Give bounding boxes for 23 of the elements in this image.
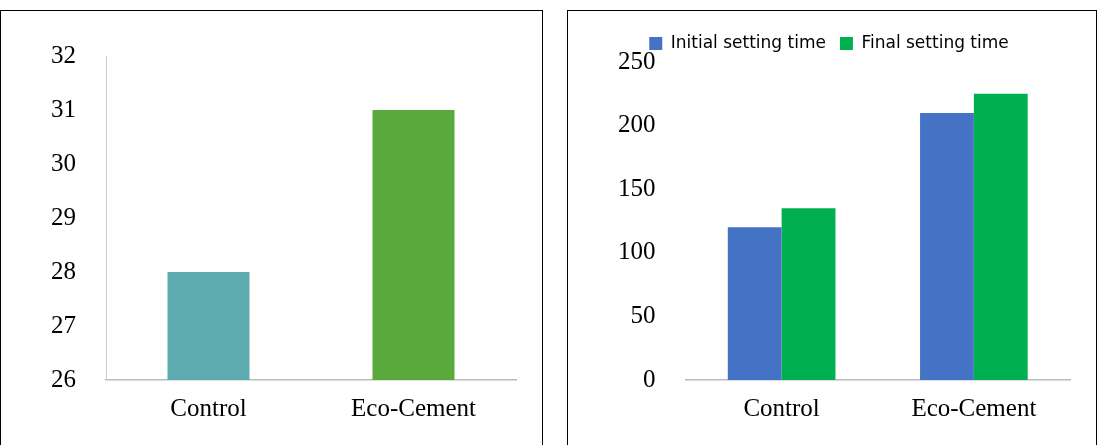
- y-tick-label: 50: [630, 300, 656, 328]
- bar: [727, 227, 782, 380]
- y-tick-label: 26: [51, 364, 76, 392]
- legend-label: Final setting time: [861, 31, 1009, 52]
- bar: [920, 112, 974, 380]
- legend-label: Initial setting time: [670, 31, 826, 52]
- y-tick-label: 30: [51, 148, 76, 176]
- x-tick-label: Eco-Cement: [911, 393, 1037, 421]
- y-tick-label: 32: [51, 40, 76, 68]
- y-tick-label: 28: [51, 256, 76, 284]
- bar: [781, 208, 836, 380]
- y-tick-label: 29: [51, 202, 76, 230]
- y-tick-label: 200: [618, 110, 656, 138]
- y-tick-label: 150: [618, 173, 656, 201]
- bar: [973, 93, 1028, 380]
- x-tick-label: Eco-Cement: [351, 393, 477, 421]
- y-tick-label: 0: [643, 364, 656, 392]
- y-tick-label: 250: [618, 46, 656, 74]
- y-tick-label: 100: [618, 237, 656, 265]
- x-tick-label: Control: [170, 393, 247, 421]
- y-tick-label: 27: [51, 310, 76, 338]
- y-tick-label: 31: [51, 94, 76, 122]
- x-tick-label: Control: [743, 393, 820, 421]
